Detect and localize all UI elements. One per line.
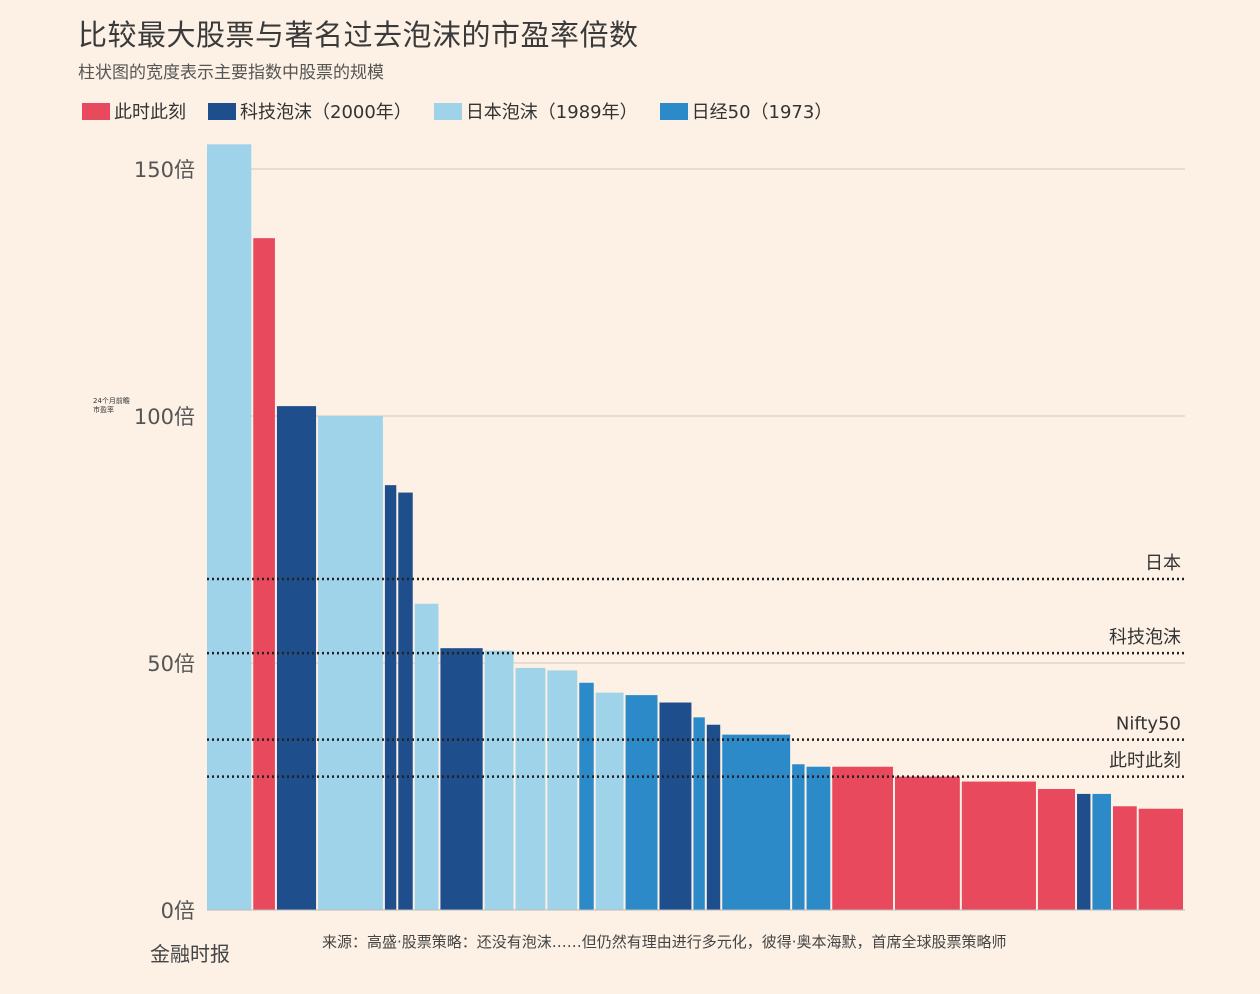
bar (625, 695, 658, 910)
y-tick-label: 100倍 (134, 405, 195, 429)
bar (440, 648, 483, 910)
bar (515, 667, 546, 910)
legend-item-nifty50: 日经50（1973） (659, 98, 833, 124)
bar (1092, 793, 1112, 910)
bar (1138, 808, 1183, 910)
bar (253, 238, 275, 910)
bar (792, 764, 805, 910)
footer-source: 来源：高盛·股票策略：还没有泡沫……但仍然有理由进行多元化，彼得·奥本海默，首席… (322, 933, 1007, 951)
chart-title: 比较最大股票与著名过去泡沫的市盈率倍数 (78, 18, 639, 52)
bar (207, 144, 252, 911)
legend-label-now: 此时此刻 (114, 102, 186, 123)
bar (1077, 793, 1091, 910)
legend-label-japan-bubble: 日本泡沫（1989年） (465, 102, 638, 123)
reference-line-label: 此时此刻 (1109, 751, 1181, 772)
bar (659, 702, 692, 910)
legend-swatch-tech-bubble (208, 102, 236, 120)
bar (276, 406, 317, 910)
bar (318, 416, 383, 910)
footer-brand: 金融时报 (150, 942, 230, 966)
bar (806, 766, 831, 910)
y-tick-label: 150倍 (134, 158, 195, 182)
chart-subtitle: 柱状图的宽度表示主要指数中股票的规模 (78, 63, 384, 83)
reference-line-label: Nifty50 (1116, 714, 1181, 735)
bar (722, 734, 791, 910)
bar (579, 682, 594, 910)
bar (832, 766, 893, 910)
reference-line-label: 日本 (1145, 553, 1181, 574)
legend-item-japan-bubble: 日本泡沫（1989年） (433, 98, 638, 124)
bar (693, 717, 705, 910)
bar (414, 603, 439, 910)
y-axis-label: 24个月前瞻市盈率 (93, 397, 130, 414)
bar (1037, 788, 1076, 910)
bar (547, 670, 578, 910)
bar (961, 781, 1036, 910)
bar (484, 650, 514, 910)
bar (1113, 806, 1137, 910)
legend-label-nifty50: 日经50（1973） (691, 102, 833, 123)
bar (706, 724, 721, 910)
bar (398, 492, 413, 910)
bar (595, 692, 624, 910)
legend-item-now: 此时此刻 (82, 98, 186, 124)
y-tick-label: 50倍 (147, 652, 195, 676)
bar (384, 485, 397, 910)
legend-swatch-nifty50 (659, 102, 688, 120)
legend: 此时此刻 科技泡沫（2000年） 日本泡沫（1989年） 日经50（1973） (82, 98, 832, 124)
legend-swatch-japan-bubble (433, 102, 462, 120)
bar (894, 776, 960, 910)
legend-label-tech-bubble: 科技泡沫（2000年） (240, 102, 412, 123)
y-tick-label: 0倍 (161, 899, 195, 923)
reference-line-label: 科技泡沫 (1109, 627, 1181, 648)
legend-item-tech-bubble: 科技泡沫（2000年） (208, 98, 412, 124)
legend-swatch-now (82, 102, 110, 120)
